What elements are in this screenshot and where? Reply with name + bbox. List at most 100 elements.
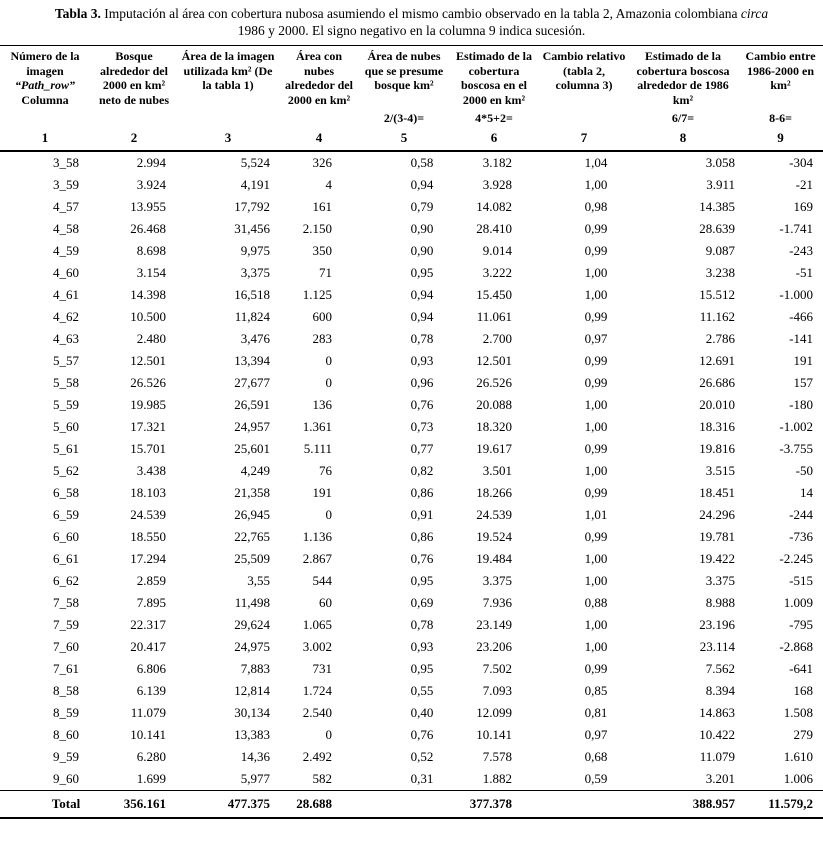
value-cell: 9,975 <box>240 243 270 258</box>
value-cell: 2.859 <box>136 573 166 588</box>
table-row: 5_59 19.985 26,591 136 0,76 20.088 1,00 20.010 -… <box>0 394 823 416</box>
column-number: 8 <box>628 127 738 152</box>
value-cell: 0,97 <box>584 727 608 742</box>
value-cell: 26,945 <box>234 507 270 522</box>
value-cell: 0,31 <box>410 771 434 786</box>
value-cell: 1.724 <box>302 683 332 698</box>
table-row: 9_59 6.280 14,36 2.492 0,52 7.578 0,68 11.079 1.… <box>0 746 823 768</box>
value-cell: 0,76 <box>410 727 434 742</box>
path-row-cell: 4_58 <box>53 221 79 236</box>
path-row-cell: 7_59 <box>53 617 79 632</box>
column-number: 3 <box>178 127 278 152</box>
value-cell: 2.786 <box>705 331 735 346</box>
value-cell: -1.741 <box>779 221 813 236</box>
value-cell: -243 <box>789 243 813 258</box>
value-cell: 14 <box>800 485 813 500</box>
value-cell: 0,96 <box>410 375 434 390</box>
value-cell: 0,68 <box>584 749 608 764</box>
value-cell: 17.321 <box>130 419 166 434</box>
column-number: 7 <box>540 127 628 152</box>
value-cell: 11.079 <box>699 749 735 764</box>
value-cell: 3.924 <box>136 177 166 192</box>
value-cell: 13,394 <box>234 353 270 368</box>
total-cell: 28.688 <box>278 790 360 819</box>
column-header-7: Cambio relativo (tabla 2, columna 3) <box>542 49 626 92</box>
path-row-cell: 3_58 <box>53 155 79 170</box>
value-cell: 4,249 <box>240 463 270 478</box>
path-row-cell: 7_61 <box>53 661 79 676</box>
table-row: 4_61 14.398 16,518 1.125 0,94 15.450 1,00 15.51… <box>0 284 823 306</box>
table-row: 6_58 18.103 21,358 191 0,86 18.266 0,99 18.451 1… <box>0 482 823 504</box>
value-cell: 14.398 <box>130 287 166 302</box>
formula-cell: 2/(3-4)= <box>383 110 425 125</box>
value-cell: 19.816 <box>699 441 735 456</box>
value-cell: 1.508 <box>783 705 813 720</box>
value-cell: 26.526 <box>130 375 166 390</box>
value-cell: -2.868 <box>779 639 813 654</box>
total-cell <box>360 790 448 819</box>
value-cell: 12.691 <box>699 353 735 368</box>
path-row-cell: 8_60 <box>53 727 79 742</box>
value-cell: 0,86 <box>410 529 434 544</box>
value-cell: 0,99 <box>584 485 608 500</box>
value-cell: 19.617 <box>476 441 512 456</box>
value-cell: 2.492 <box>302 749 332 764</box>
formula-cell <box>540 107 628 127</box>
value-cell: 1,00 <box>584 551 608 566</box>
value-cell: 1.009 <box>783 595 813 610</box>
value-cell: 11.162 <box>699 309 735 324</box>
value-cell: 3.002 <box>302 639 332 654</box>
total-cell <box>540 790 628 819</box>
table-row: 4_60 3.154 3,375 71 0,95 3.222 1,00 3.238 -51 <box>0 262 823 284</box>
value-cell: 3.911 <box>706 177 735 192</box>
value-cell: 14.385 <box>699 199 735 214</box>
value-cell: 3.154 <box>136 265 166 280</box>
value-cell: 5.111 <box>303 441 332 456</box>
value-cell: 17.294 <box>130 551 166 566</box>
value-cell: 0,94 <box>410 287 434 302</box>
formula-cell <box>278 107 360 127</box>
value-cell: 7.093 <box>482 683 512 698</box>
formula-cell: 8-6= <box>769 110 792 125</box>
value-cell: 29,624 <box>234 617 270 632</box>
value-cell: 1.882 <box>482 771 512 786</box>
table-body: 3_58 2.994 5,524 326 0,58 3.182 1,04 3.058 -304 3… <box>0 151 823 791</box>
value-cell: 0,73 <box>410 419 434 434</box>
value-cell: 25,601 <box>234 441 270 456</box>
value-cell: 10.500 <box>130 309 166 324</box>
value-cell: 3.182 <box>482 155 512 170</box>
data-table: Número de la imagen “Path_row” Columna B… <box>0 45 823 819</box>
value-cell: 0,78 <box>410 331 434 346</box>
value-cell: -141 <box>789 331 813 346</box>
value-cell: 13,383 <box>234 727 270 742</box>
column-number-row: 1 2 3 4 5 6 7 8 9 <box>0 127 823 152</box>
table-row: 9_60 1.699 5,977 582 0,31 1.882 0,59 3.201 1.006 <box>0 768 823 791</box>
value-cell: 8.988 <box>705 595 735 610</box>
column-header-5: Área de nubes que se presume bosque km² <box>364 49 444 92</box>
value-cell: 326 <box>312 155 333 170</box>
value-cell: 1.006 <box>783 771 813 786</box>
path-row-cell: 4_61 <box>53 287 79 302</box>
value-cell: 5,524 <box>240 155 270 170</box>
value-cell: 0,40 <box>410 705 434 720</box>
table-row: 5_62 3.438 4,249 76 0,82 3.501 1,00 3.515 -50 <box>0 460 823 482</box>
value-cell: -795 <box>789 617 813 632</box>
table-row: 5_60 17.321 24,957 1.361 0,73 18.320 1,00 18.31… <box>0 416 823 438</box>
value-cell: -244 <box>789 507 813 522</box>
value-cell: 0,78 <box>410 617 434 632</box>
path-row-cell: 9_60 <box>53 771 79 786</box>
value-cell: 168 <box>793 683 814 698</box>
value-cell: 0,76 <box>410 551 434 566</box>
value-cell: 3.058 <box>705 155 735 170</box>
value-cell: 24.539 <box>130 507 166 522</box>
formula-cell <box>90 107 178 127</box>
value-cell: 26.686 <box>699 375 735 390</box>
value-cell: 0,97 <box>584 331 608 346</box>
column-header-1-top: Número de la imagen <box>10 49 80 78</box>
value-cell: 18.316 <box>699 419 735 434</box>
value-cell: 18.266 <box>476 485 512 500</box>
column-number: 4 <box>278 127 360 152</box>
caption-line2: 1986 y 2000. El signo negativo en la col… <box>237 23 586 38</box>
value-cell: 14,36 <box>240 749 270 764</box>
value-cell: 24,957 <box>234 419 270 434</box>
